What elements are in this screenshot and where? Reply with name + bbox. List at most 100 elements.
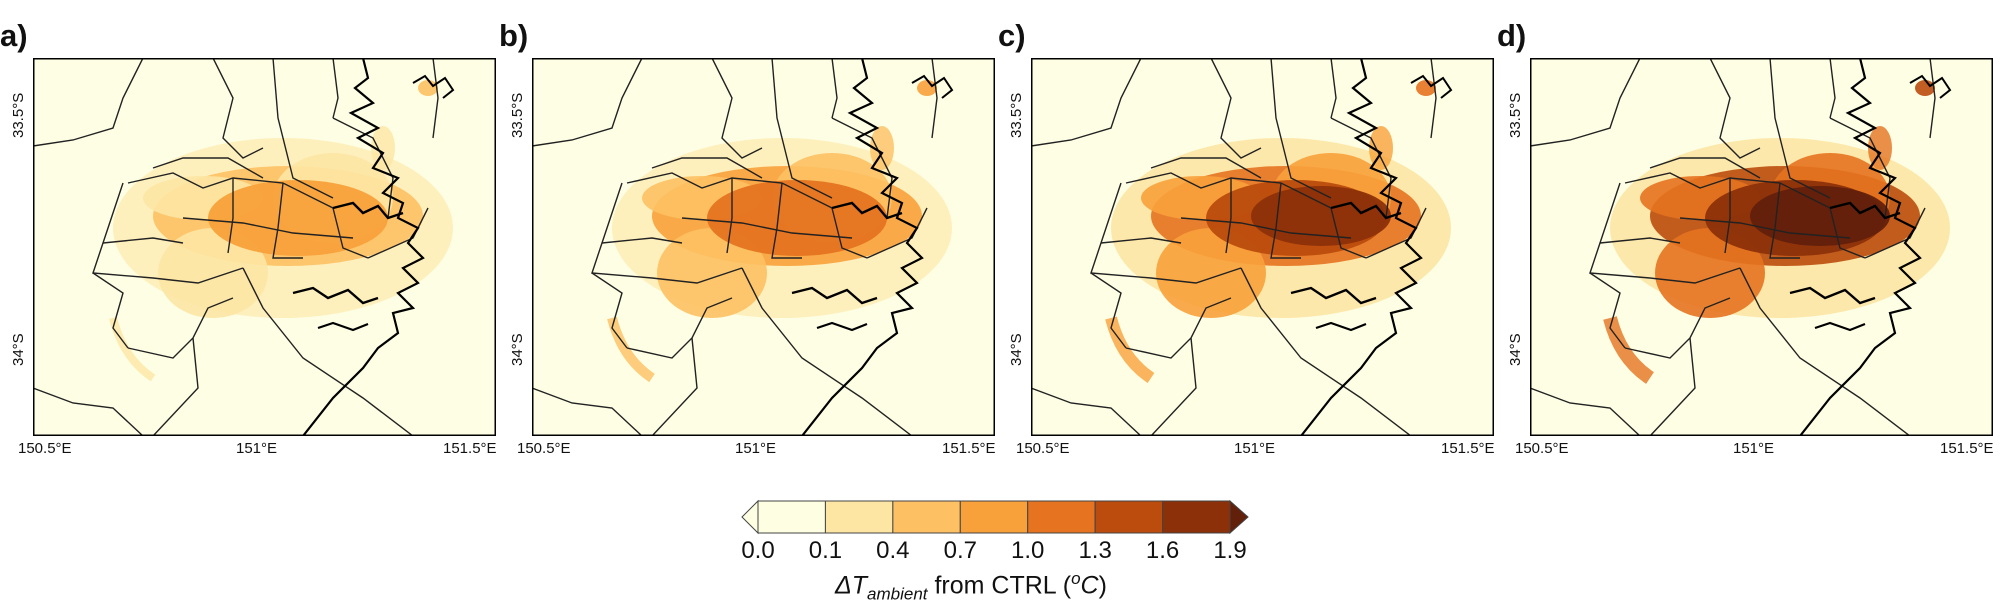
boundary-line [771,182,802,259]
map-panel-b: b) 33.5°S 34°S 150.5°E 151°E 151.5°E [499,0,996,470]
boundary-line [332,117,394,219]
boundary-line [33,58,144,147]
inlet-coast [1410,74,1453,99]
boundary-line [1829,117,1891,219]
colorbar-tick-label: 1.6 [1145,537,1180,564]
map-area [1530,58,1993,436]
anomaly-core [707,180,887,256]
map-svg [1530,58,1993,436]
boundary-line [831,117,893,219]
boundary-line [1769,182,1800,259]
temperature-anomaly-layer [1105,80,1451,383]
harbour-coast [831,201,903,220]
colorbar-ticks: 0.0 0.1 0.4 0.7 1.0 1.3 1.6 1.9 [740,537,1250,567]
boundary-line [1330,207,1367,259]
boundary-line [432,58,439,139]
lat-tick-label: 33.5°S [1507,92,1524,138]
colorbar-tick-label: 0.1 [808,537,843,564]
coastline [302,58,425,436]
lat-tick-label: 34°S [10,333,27,366]
boundary-line [182,217,354,239]
bay-coast [292,286,379,305]
map-area [532,58,995,436]
map-panel-a: a) 33.5°S 34°S 150.5°E 151°E 151.5°E [0,0,497,470]
boundary-line [33,387,144,436]
boundary-line [92,182,244,284]
anomaly-core-inner [1750,186,1890,246]
harbour-coast [1330,201,1402,220]
lon-tick-label: 150.5°E [1016,440,1070,457]
colorbar-tick-label: 1.3 [1078,537,1112,564]
bay-coast [1290,286,1377,305]
boundary-line [1649,337,1696,436]
lga-boundaries [1530,58,1936,436]
boundary-line [1225,178,1232,254]
lon-tick-label: 150.5°E [1515,440,1569,457]
map-area [33,58,496,436]
anomaly-core-inner [1251,186,1391,246]
boundary-line [92,272,129,349]
lat-tick-label: 34°S [509,333,526,366]
lon-tick-label: 150.5°E [517,440,571,457]
anomaly-blob [158,228,268,318]
anomaly-patch [1915,80,1935,96]
colorbar-arrow-left [741,499,759,535]
temperature-anomaly-layer [1603,80,1950,384]
map-frame [1031,58,1494,436]
boundary-line [1270,182,1301,259]
boundary-line [711,58,763,159]
anomaly-patch [917,80,937,96]
boundary-line [272,182,303,259]
boundary-line [1530,58,1641,147]
colorbar-swatch [892,500,961,534]
boundary-line [651,337,698,436]
harbour-coast [1829,201,1901,220]
colorbar: 0.0 0.1 0.4 0.7 1.0 1.3 1.6 1.9 ΔTambient from … [740,497,1250,607]
panel-label: a) [0,18,28,53]
coastline [1300,58,1423,436]
boundary-line [1929,58,1936,139]
lon-tick-label: 151°E [236,440,278,457]
harbour-coast [332,201,404,220]
map-panel-d: d) 33.5°S 34°S 150.5°E 151°E 151.5°E [1497,0,1994,470]
boundary-line [1031,387,1142,436]
boundary-line [741,267,913,436]
lga-boundaries [1031,58,1437,436]
colorbar-arrow-right [1229,499,1249,535]
boundary-line [1270,58,1332,199]
colorbar-swatch [1162,500,1231,534]
colorbar-swatch [1094,500,1164,534]
boundary-line [227,178,234,254]
boundary-line [681,217,853,239]
inlet-coast [1909,74,1952,99]
boundary-line [1724,178,1731,254]
lon-tick-label: 151.5°E [443,440,497,457]
colorbar-tick-label: 1.9 [1213,537,1247,564]
boundary-line [591,182,743,284]
map-frame [33,58,496,436]
anomaly-blob [657,228,767,318]
boundary-line [152,337,199,436]
boundary-line [1180,217,1352,239]
map-area [1031,58,1494,436]
lga-boundaries [33,58,439,436]
lat-tick-label: 33.5°S [509,92,526,138]
temperature-anomaly-layer [607,80,952,383]
lat-tick-label: 34°S [1507,333,1524,366]
boundary-line [1100,237,1182,244]
boundary-line [651,157,763,179]
boundary-line [1150,337,1197,436]
panel-label: c) [998,18,1026,53]
boundary-line [1864,207,1926,259]
boundary-line [931,58,938,139]
boundary-line [1125,172,1332,209]
map-svg [33,58,496,436]
lat-tick-label: 33.5°S [10,92,27,138]
anomaly-patch [1868,126,1892,170]
colorbar-tick-label: 0.0 [741,537,775,564]
boundary-line [601,237,683,244]
lon-tick-label: 151°E [1733,440,1775,457]
boundary-line [771,58,833,199]
anomaly-streak [109,316,156,382]
coastline [1799,58,1922,436]
